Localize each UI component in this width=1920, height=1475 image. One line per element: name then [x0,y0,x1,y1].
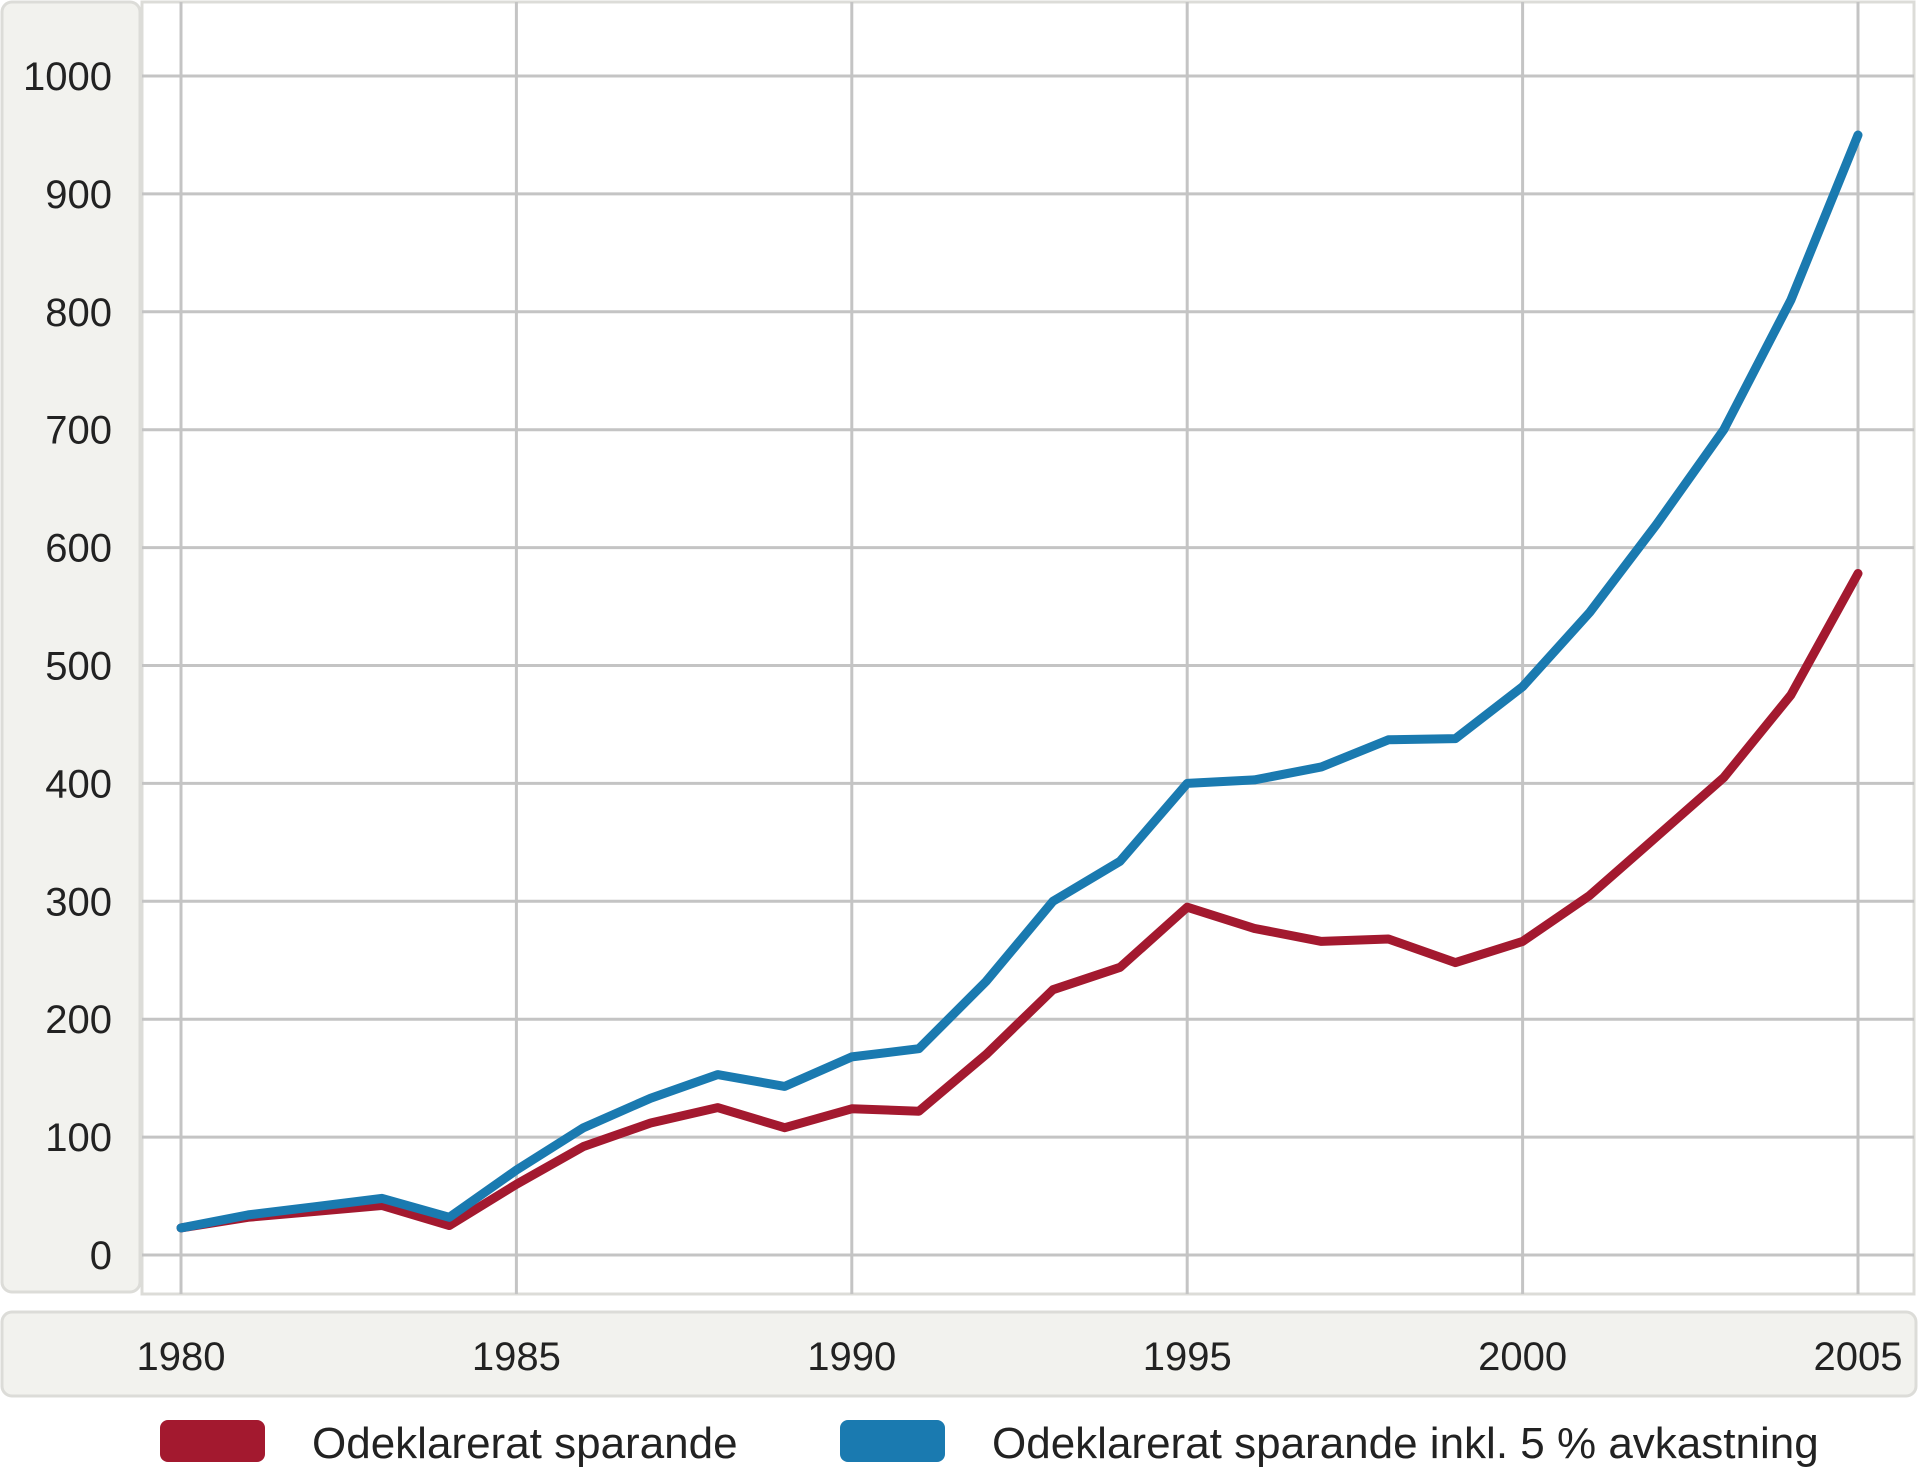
x-tick-label: 2000 [1478,1335,1567,1379]
legend-label-odeklarerat-sparande: Odeklarerat sparande [312,1419,738,1468]
y-tick-label: 900 [45,173,112,217]
x-tick-label: 2005 [1814,1335,1903,1379]
plot-area [140,0,1916,1296]
legend: Odeklarerat sparande Odeklarerat sparand… [160,1419,1819,1468]
legend-swatch-odeklarerat-sparande [160,1420,265,1462]
series-lines [176,130,1863,1233]
x-tick-label: 1995 [1143,1335,1232,1379]
y-tick-label: 300 [45,880,112,924]
x-tick-label: 1990 [807,1335,896,1379]
y-tick-label: 0 [90,1234,112,1278]
y-tick-label: 500 [45,645,112,689]
y-tick-label: 200 [45,998,112,1042]
y-tick-label: 800 [45,291,112,335]
y-tick-label: 700 [45,409,112,453]
series-line-odeklarerat-sparande [176,569,1863,1233]
y-tick-label: 1000 [23,55,112,99]
legend-label-odeklarerat-sparande-avkastning: Odeklarerat sparande inkl. 5 % avkastnin… [992,1419,1819,1468]
y-tick-label: 100 [45,1116,112,1160]
series-line-odeklarerat-sparande-avkastning [176,130,1863,1233]
x-tick-label: 1980 [137,1335,226,1379]
y-tick-label: 400 [45,762,112,806]
x-tick-label: 1985 [472,1335,561,1379]
y-tick-label: 600 [45,527,112,571]
x-axis-ticks: 1980 1985 1990 1995 2000 2005 [137,1335,1903,1379]
y-axis-panel [0,0,142,1294]
y-axis-ticks: 0 100 200 300 400 500 600 700 800 900 1000 [23,55,112,1278]
x-axis-panel [0,1310,1918,1398]
legend-swatch-odeklarerat-sparande-avkastning [840,1420,945,1462]
